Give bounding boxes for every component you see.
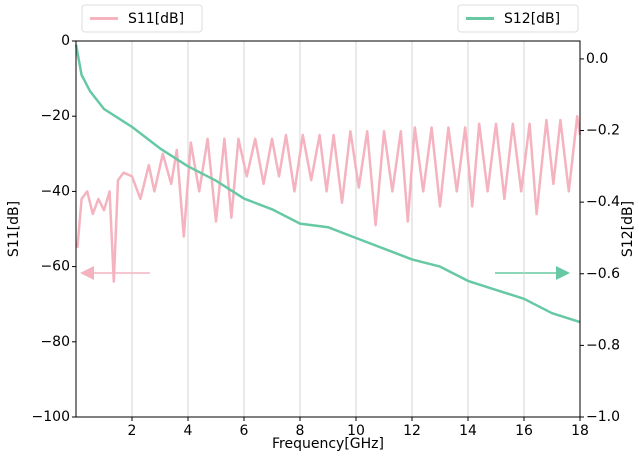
x-tick-label: 18	[571, 423, 589, 439]
series-line	[76, 114, 582, 283]
legend: S12[dB]	[457, 4, 579, 33]
legend-box	[81, 4, 203, 33]
x-tick-label: 2	[128, 423, 137, 439]
y2-tick-label: 0.0	[586, 51, 608, 67]
axis-arrows	[80, 266, 570, 280]
legend: S11[dB]	[81, 4, 203, 33]
y2-tick-label: −1.0	[586, 409, 620, 425]
y2-tick-label: −0.6	[586, 266, 620, 282]
y-axis-label: S11[dB]	[6, 201, 22, 257]
arrow-head	[556, 266, 570, 280]
y-tick-label: −20	[40, 108, 70, 124]
y-tick-label: −100	[32, 409, 70, 425]
plot-frame	[75, 40, 581, 418]
y2-tick-label: −0.8	[586, 337, 620, 353]
x-tick-label: 12	[403, 423, 421, 439]
x-tick-label: 6	[240, 423, 249, 439]
y-tick-label: 0	[61, 33, 70, 49]
y2-axis-label: S12[dB]	[620, 201, 636, 257]
y-tick-label: −40	[40, 183, 70, 199]
legend-label: S12[dB]	[504, 11, 560, 27]
x-tick-label: 16	[515, 423, 533, 439]
legend-label: S11[dB]	[128, 11, 184, 27]
x-tick-label: 10	[347, 423, 365, 439]
y-tick-label: −80	[40, 334, 70, 350]
arrow-head	[80, 266, 94, 280]
x-axis-label: Frequency[GHz]	[272, 436, 384, 452]
y-tick-label: −60	[40, 259, 70, 275]
x-tick-label: 14	[459, 423, 477, 439]
x-tick-label: 8	[296, 423, 305, 439]
series-line	[74, 44, 581, 324]
y2-tick-label: −0.2	[586, 123, 620, 139]
legend-box	[457, 4, 579, 33]
x-tick-label: 4	[184, 423, 193, 439]
y2-tick-label: −0.4	[586, 194, 620, 210]
